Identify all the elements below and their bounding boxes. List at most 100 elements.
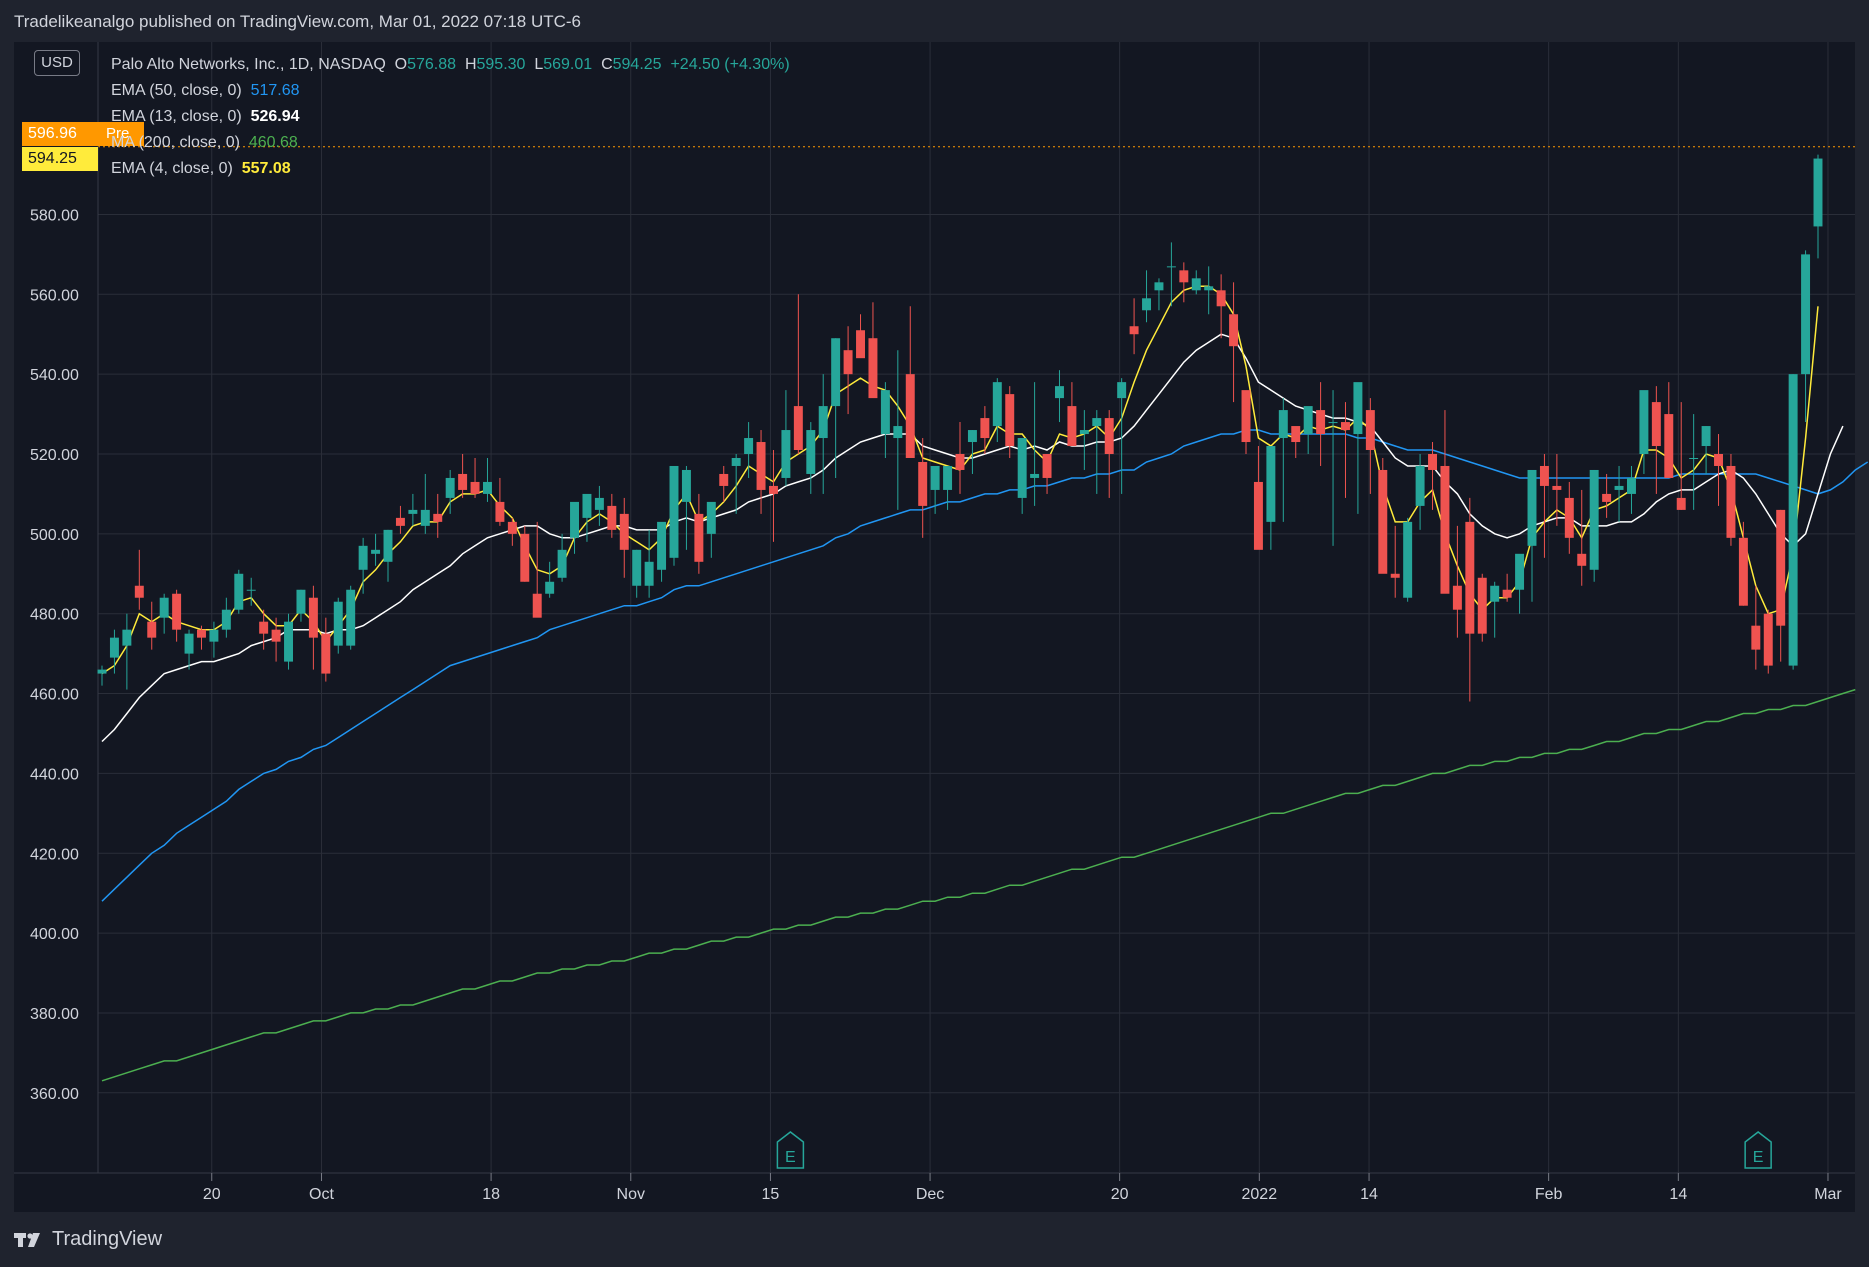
candle-104 [1390, 525, 1400, 598]
candle-118 [1564, 481, 1574, 554]
candle-body [669, 465, 679, 558]
premarket-label: Pre [106, 125, 130, 142]
candle-5 [159, 593, 169, 634]
candle-body [134, 585, 144, 598]
candle-body [1005, 394, 1015, 447]
candle-2 [122, 613, 132, 690]
candle-18 [321, 617, 331, 682]
earnings-event-label: E [1753, 1149, 1764, 1166]
candle-4 [147, 601, 157, 650]
candle-body [1142, 298, 1151, 311]
candle-41 [607, 493, 617, 538]
candle-51 [731, 454, 741, 514]
candle-95 [1278, 398, 1288, 522]
candle-body [1589, 469, 1599, 570]
candle-124 [1639, 390, 1649, 474]
candle-129 [1701, 426, 1711, 474]
candle-body [1092, 418, 1102, 427]
candle-56 [793, 294, 803, 454]
earnings-event-marker-0[interactable]: E [776, 1131, 805, 1169]
candle-128 [1689, 414, 1699, 510]
y-tick-label: 540.00 [30, 367, 79, 384]
candle-8 [197, 625, 206, 650]
candles [97, 154, 1823, 702]
x-tick-label: 20 [203, 1186, 221, 1203]
candle-84 [1142, 270, 1151, 323]
candle-50 [719, 465, 729, 502]
candle-61 [856, 314, 865, 359]
legend-symbol-row[interactable]: Palo Alto Networks, Inc., 1D, NASDAQ O57… [111, 52, 790, 78]
legend-ema13-row[interactable]: EMA (13, close, 0) 526.94 [111, 104, 790, 130]
candle-21 [358, 537, 368, 594]
candle-36 [545, 561, 555, 598]
candle-45 [657, 521, 667, 582]
candle-body [831, 338, 841, 407]
candle-body [1017, 438, 1027, 498]
candle-73 [1005, 386, 1015, 458]
candle-body [1440, 465, 1450, 594]
candle-body [1813, 158, 1823, 227]
candle-134 [1763, 609, 1773, 674]
candle-65 [905, 306, 915, 458]
candle-75 [1030, 382, 1040, 506]
tradingview-logo-icon [14, 1232, 40, 1247]
candle-98 [1316, 382, 1326, 466]
candle-body [905, 374, 915, 458]
candle-72 [992, 378, 1002, 443]
legend-ema4-row[interactable]: EMA (4, close, 0) 557.08 [111, 156, 790, 182]
candle-125 [1651, 386, 1661, 494]
candle-135 [1776, 509, 1786, 662]
candle-body [321, 633, 331, 674]
candle-107 [1428, 442, 1437, 510]
candle-9 [209, 621, 219, 658]
candle-body [1365, 410, 1375, 451]
y-tick-label: 500.00 [30, 527, 79, 544]
candle-body [1117, 382, 1127, 399]
candle-body [159, 597, 169, 618]
candle-38 [570, 501, 579, 554]
candle-body [197, 629, 206, 638]
candle-body [557, 549, 567, 578]
footer-brand[interactable]: TradingView [14, 1228, 162, 1251]
candle-body [1241, 390, 1251, 443]
candle-26 [420, 473, 430, 534]
candle-body [246, 589, 256, 591]
candle-82 [1117, 378, 1127, 494]
candle-body [1216, 290, 1226, 307]
candle-body [1577, 553, 1587, 566]
legend-ema50-row[interactable]: EMA (50, close, 0) 517.68 [111, 78, 790, 104]
legend-ma200-row[interactable]: MA (200, close, 0) 460.68 [111, 130, 790, 156]
candle-102 [1365, 398, 1375, 494]
currency-badge[interactable]: USD [34, 50, 80, 76]
candle-body [681, 469, 691, 502]
candle-138 [1813, 154, 1823, 259]
candle-85 [1154, 278, 1164, 311]
candle-body [1104, 418, 1114, 454]
candle-19 [333, 597, 343, 654]
candle-132 [1738, 521, 1748, 606]
candle-131 [1726, 454, 1736, 546]
premarket-price-tag: 596.96 Pre [22, 122, 144, 146]
candle-body [1278, 410, 1288, 439]
candle-body [781, 430, 791, 478]
candle-body [1079, 430, 1089, 435]
y-tick-label: 440.00 [30, 766, 79, 783]
candle-body [1639, 390, 1649, 454]
x-tick-label: 15 [762, 1186, 780, 1203]
candle-77 [1055, 370, 1064, 423]
candle-body [918, 461, 928, 506]
legend-ema13-label: EMA (13, close, 0) [111, 108, 242, 125]
candle-body [756, 442, 766, 490]
candle-80 [1092, 410, 1102, 494]
earnings-event-marker-1[interactable]: E [1744, 1131, 1772, 1169]
legend-symbol: Palo Alto Networks, Inc., 1D, NASDAQ [111, 56, 386, 73]
x-tick-label: Nov [617, 1186, 645, 1203]
candle-115 [1527, 469, 1537, 602]
candle-110 [1465, 497, 1475, 702]
candle-70 [967, 430, 977, 474]
candle-body [358, 545, 368, 570]
candle-body [371, 549, 381, 554]
candle-body [619, 513, 629, 550]
